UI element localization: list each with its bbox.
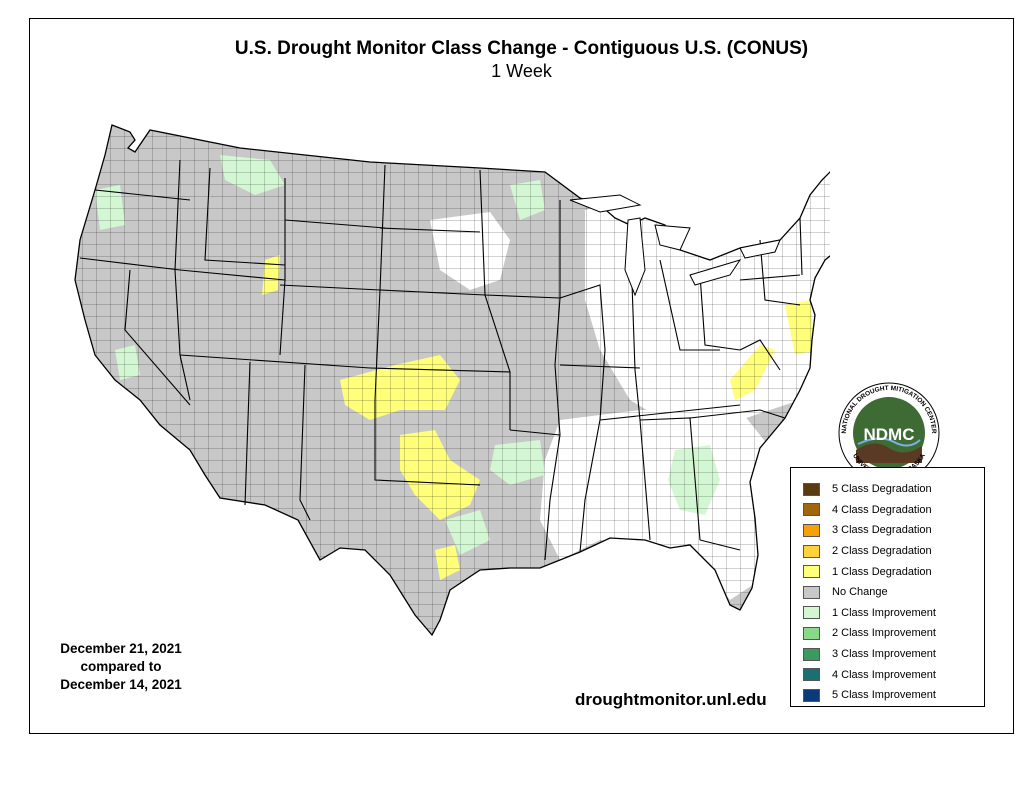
logo-text: NDMC bbox=[864, 425, 915, 444]
legend-label: 5 Class Degradation bbox=[832, 483, 932, 496]
legend-swatch bbox=[803, 503, 820, 517]
legend-swatch bbox=[803, 585, 820, 599]
date-compared-to: compared to bbox=[80, 659, 162, 674]
date-comparison: December 21, 2021 compared to December 1… bbox=[36, 640, 206, 694]
legend-item: 3 Class Improvement bbox=[791, 644, 984, 665]
legend-item: No Change bbox=[791, 582, 984, 603]
legend-label: 4 Class Improvement bbox=[832, 668, 936, 681]
legend-swatch bbox=[803, 606, 820, 620]
us-outline bbox=[74, 124, 830, 637]
legend-label: No Change bbox=[832, 586, 888, 599]
legend-swatch bbox=[803, 523, 820, 537]
legend-item: 3 Class Degradation bbox=[791, 520, 984, 541]
legend-item: 1 Class Degradation bbox=[791, 561, 984, 582]
legend-swatch bbox=[803, 668, 820, 682]
legend-label: 3 Class Improvement bbox=[832, 648, 936, 661]
map-title: U.S. Drought Monitor Class Change - Cont… bbox=[234, 38, 809, 59]
legend-item: 5 Class Degradation bbox=[791, 479, 984, 500]
date-current: December 21, 2021 bbox=[60, 641, 182, 656]
ndmc-logo: NDMC NATIONAL DROUGHT MITIGATION CENTER … bbox=[838, 382, 940, 484]
legend-item: 2 Class Degradation bbox=[791, 541, 984, 562]
legend-item: 2 Class Improvement bbox=[791, 623, 984, 644]
legend-item: 1 Class Improvement bbox=[791, 603, 984, 624]
legend-item: 4 Class Improvement bbox=[791, 664, 984, 685]
legend-swatch bbox=[803, 688, 820, 702]
legend-swatch bbox=[803, 482, 820, 496]
map-subtitle: 1 Week bbox=[491, 61, 552, 81]
legend-item: 4 Class Degradation bbox=[791, 500, 984, 521]
legend-swatch bbox=[803, 626, 820, 640]
legend-label: 3 Class Degradation bbox=[832, 524, 932, 537]
legend-label: 2 Class Degradation bbox=[832, 545, 932, 558]
legend-swatch bbox=[803, 647, 820, 661]
legend-label: 1 Class Improvement bbox=[832, 606, 936, 619]
legend-swatch bbox=[803, 544, 820, 558]
legend: 5 Class Degradation 4 Class Degradation 3 … bbox=[790, 467, 985, 707]
legend-label: 4 Class Degradation bbox=[832, 503, 932, 516]
great-lakes bbox=[569, 194, 781, 297]
legend-label: 2 Class Improvement bbox=[832, 627, 936, 640]
website-link[interactable]: droughtmonitor.unl.edu bbox=[575, 690, 767, 709]
legend-swatch bbox=[803, 565, 820, 579]
legend-item: 5 Class Improvement bbox=[791, 685, 984, 706]
date-previous: December 14, 2021 bbox=[60, 677, 182, 692]
state-boundaries bbox=[79, 159, 803, 561]
conus-map bbox=[74, 124, 830, 637]
legend-label: 5 Class Improvement bbox=[832, 689, 936, 702]
legend-label: 1 Class Degradation bbox=[832, 565, 932, 578]
county-lines bbox=[75, 125, 830, 635]
